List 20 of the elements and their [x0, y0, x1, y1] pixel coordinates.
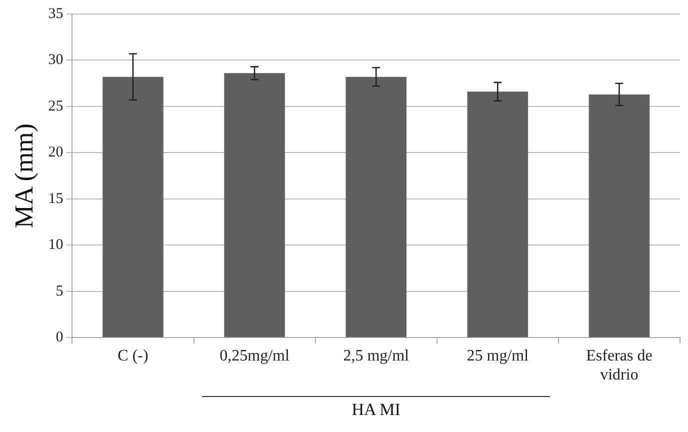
bar	[588, 94, 650, 338]
y-tick-label: 30	[48, 52, 64, 68]
bar	[102, 76, 164, 338]
y-tick-label: 35	[48, 6, 64, 22]
x-tick-label: 25 mg/ml	[466, 347, 530, 364]
y-axis-title: MA (mm)	[9, 123, 38, 228]
x-tick-label: 2,5 mg/ml	[343, 347, 410, 364]
y-tick-label: 15	[48, 190, 64, 207]
x-tick-label: Esferas de vidrio	[586, 347, 652, 384]
bar	[224, 73, 285, 338]
x-tick-label: 0,25mg/ml	[220, 347, 290, 364]
x-tick-label: C (-)	[118, 347, 148, 364]
text: HA MI	[352, 400, 400, 420]
y-tick-label: 10	[48, 237, 64, 254]
y-tick-label: 20	[48, 144, 64, 161]
bar	[467, 92, 528, 338]
y-tick-label: 25	[48, 98, 64, 114]
bar	[346, 76, 406, 338]
y-tick-label: 0	[56, 330, 64, 346]
y-tick-label: 5	[56, 283, 64, 300]
